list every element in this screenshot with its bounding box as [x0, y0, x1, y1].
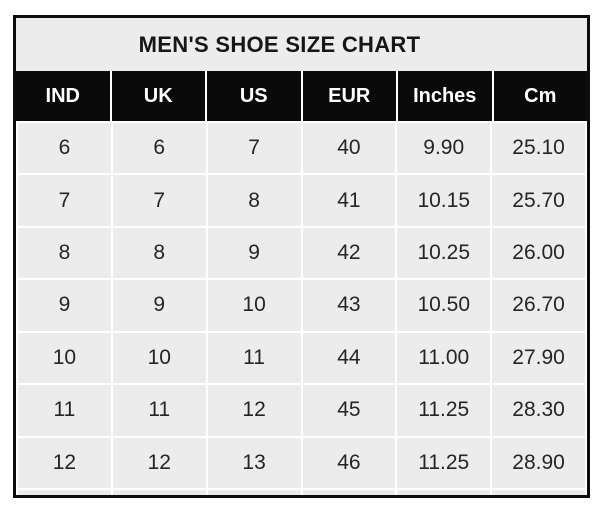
- table-cell-r7-cm: 28.90: [492, 437, 585, 488]
- table-cell-r1-cm: 25.10: [492, 123, 585, 174]
- filler-cell: [207, 489, 301, 495]
- column-header-inches: Inches: [398, 71, 492, 121]
- filler-cell: [18, 489, 111, 495]
- table-cell-r2-ind: 7: [18, 175, 111, 226]
- table-cell-r3-inches: 10.25: [397, 227, 491, 279]
- table-cell-r7-ind: 12: [18, 437, 111, 488]
- table-cell-r6-eur: 45: [302, 385, 396, 436]
- table-cell-r3-uk: 8: [112, 227, 206, 279]
- table-cell-r7-eur: 46: [302, 437, 396, 488]
- table-cell-r1-uk: 6: [112, 123, 206, 174]
- filler-cell: [302, 489, 396, 495]
- table-cell-r6-uk: 11: [112, 385, 206, 436]
- table-cell-r3-us: 9: [207, 227, 301, 279]
- table-cell-r3-ind: 8: [18, 227, 111, 279]
- chart-title-row: MEN'S SHOE SIZE CHART: [16, 18, 587, 71]
- table-cell-r5-eur: 44: [302, 332, 396, 384]
- chart-title: MEN'S SHOE SIZE CHART: [138, 31, 421, 57]
- table-cell-r4-uk: 9: [112, 280, 206, 331]
- filler-cell: [492, 489, 585, 495]
- table-cell-r3-eur: 42: [302, 227, 396, 279]
- filler-cell: [112, 489, 206, 495]
- table-cell-r6-cm: 28.30: [492, 385, 585, 436]
- shoe-size-chart-table: MEN'S SHOE SIZE CHART IND UK US EUR Inches Cm…: [13, 15, 590, 498]
- table-cell-r4-us: 10: [207, 280, 301, 331]
- column-header-us: US: [207, 71, 301, 121]
- table-cell-r7-uk: 12: [112, 437, 206, 488]
- table-cell-r5-cm: 27.90: [492, 332, 585, 384]
- table-cell-r6-inches: 11.25: [397, 385, 491, 436]
- table-cell-r1-eur: 40: [302, 123, 396, 174]
- table-body: 6 6 7 40 9.90 25.10 7 7 8 41 10.15 25.70 8 8 9 42 10.25 2…: [16, 121, 587, 495]
- table-cell-r4-cm: 26.70: [492, 280, 585, 331]
- table-cell-r2-cm: 25.70: [492, 175, 585, 226]
- table-cell-r4-eur: 43: [302, 280, 396, 331]
- table-cell-r1-ind: 6: [18, 123, 111, 174]
- table-cell-r6-us: 12: [207, 385, 301, 436]
- table-cell-r5-inches: 11.00: [397, 332, 491, 384]
- table-cell-r3-cm: 26.00: [492, 227, 585, 279]
- table-cell-r2-us: 8: [207, 175, 301, 226]
- table-cell-r2-eur: 41: [302, 175, 396, 226]
- filler-cell: [397, 489, 491, 495]
- table-cell-r5-uk: 10: [112, 332, 206, 384]
- table-cell-r7-inches: 11.25: [397, 437, 491, 488]
- table-cell-r2-inches: 10.15: [397, 175, 491, 226]
- table-cell-r6-ind: 11: [18, 385, 111, 436]
- column-header-eur: EUR: [302, 71, 396, 121]
- table-cell-r5-ind: 10: [18, 332, 111, 384]
- column-header-ind: IND: [16, 71, 110, 121]
- column-header-cm: Cm: [493, 71, 587, 121]
- table-cell-r7-us: 13: [207, 437, 301, 488]
- table-cell-r4-inches: 10.50: [397, 280, 491, 331]
- table-cell-r1-us: 7: [207, 123, 301, 174]
- table-cell-r5-us: 11: [207, 332, 301, 384]
- table-cell-r4-ind: 9: [18, 280, 111, 331]
- table-cell-r1-inches: 9.90: [397, 123, 491, 174]
- table-header-row: IND UK US EUR Inches Cm: [16, 71, 587, 121]
- column-header-uk: UK: [111, 71, 205, 121]
- table-cell-r2-uk: 7: [112, 175, 206, 226]
